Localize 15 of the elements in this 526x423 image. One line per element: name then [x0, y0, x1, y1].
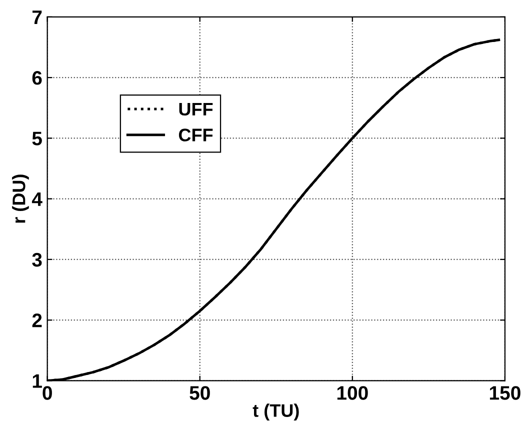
- y-tick-label: 4: [32, 192, 42, 206]
- x-tick-label: 50: [190, 386, 210, 400]
- x-tick-label: 0: [42, 386, 52, 400]
- x-axis-title: t (TU): [252, 404, 299, 421]
- legend-label: CFF: [178, 128, 213, 142]
- legend-label: UFF: [179, 102, 213, 116]
- y-tick-label: 2: [32, 314, 42, 328]
- x-tick-label: 100: [337, 386, 368, 400]
- y-tick-label: 1: [32, 374, 42, 388]
- y-tick-label: 3: [32, 252, 42, 267]
- y-axis-title: r (DU): [12, 174, 29, 223]
- x-tick-label: 150: [490, 386, 520, 400]
- y-tick-label: 6: [32, 71, 42, 85]
- y-tick-label: 7: [32, 10, 42, 24]
- y-tick-label: 5: [32, 132, 42, 146]
